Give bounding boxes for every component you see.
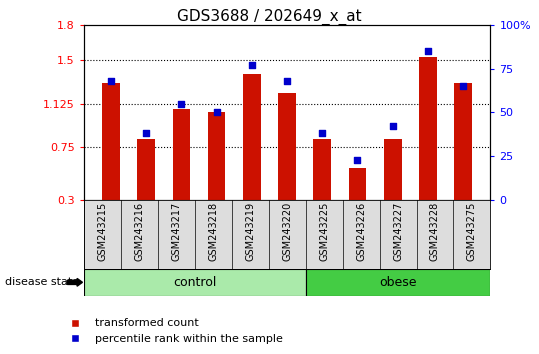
Point <box>353 157 362 162</box>
Point <box>459 83 467 89</box>
Bar <box>419 57 437 200</box>
Point <box>107 78 115 84</box>
Bar <box>384 139 402 200</box>
Bar <box>314 139 331 200</box>
Text: GSM243227: GSM243227 <box>393 202 403 262</box>
Bar <box>84 269 306 296</box>
Text: GSM243217: GSM243217 <box>171 202 181 261</box>
Point <box>177 101 185 107</box>
Text: control: control <box>173 276 216 289</box>
Bar <box>243 74 260 200</box>
Point <box>389 124 397 129</box>
Text: GSM243226: GSM243226 <box>356 202 366 261</box>
Text: GDS3688 / 202649_x_at: GDS3688 / 202649_x_at <box>177 9 362 25</box>
Bar <box>102 83 120 200</box>
Text: GSM243220: GSM243220 <box>282 202 292 261</box>
Text: GSM243275: GSM243275 <box>467 202 477 262</box>
Point <box>424 48 432 54</box>
Bar <box>306 269 490 296</box>
Bar <box>137 139 155 200</box>
Bar <box>278 92 296 200</box>
Text: GSM243225: GSM243225 <box>319 202 329 262</box>
Bar <box>454 83 472 200</box>
Point <box>247 62 256 68</box>
Point <box>212 110 221 115</box>
Text: GSM243228: GSM243228 <box>430 202 440 261</box>
Bar <box>208 113 225 200</box>
Text: GSM243216: GSM243216 <box>134 202 144 261</box>
Bar <box>349 169 367 200</box>
Bar <box>172 109 190 200</box>
Text: disease state: disease state <box>5 277 80 287</box>
Text: GSM243218: GSM243218 <box>208 202 218 261</box>
Legend: transformed count, percentile rank within the sample: transformed count, percentile rank withi… <box>59 314 287 348</box>
Text: obese: obese <box>379 276 417 289</box>
Text: GSM243215: GSM243215 <box>97 202 107 261</box>
Point <box>283 78 292 84</box>
Point <box>142 131 150 136</box>
Point <box>318 131 327 136</box>
Text: GSM243219: GSM243219 <box>245 202 255 261</box>
